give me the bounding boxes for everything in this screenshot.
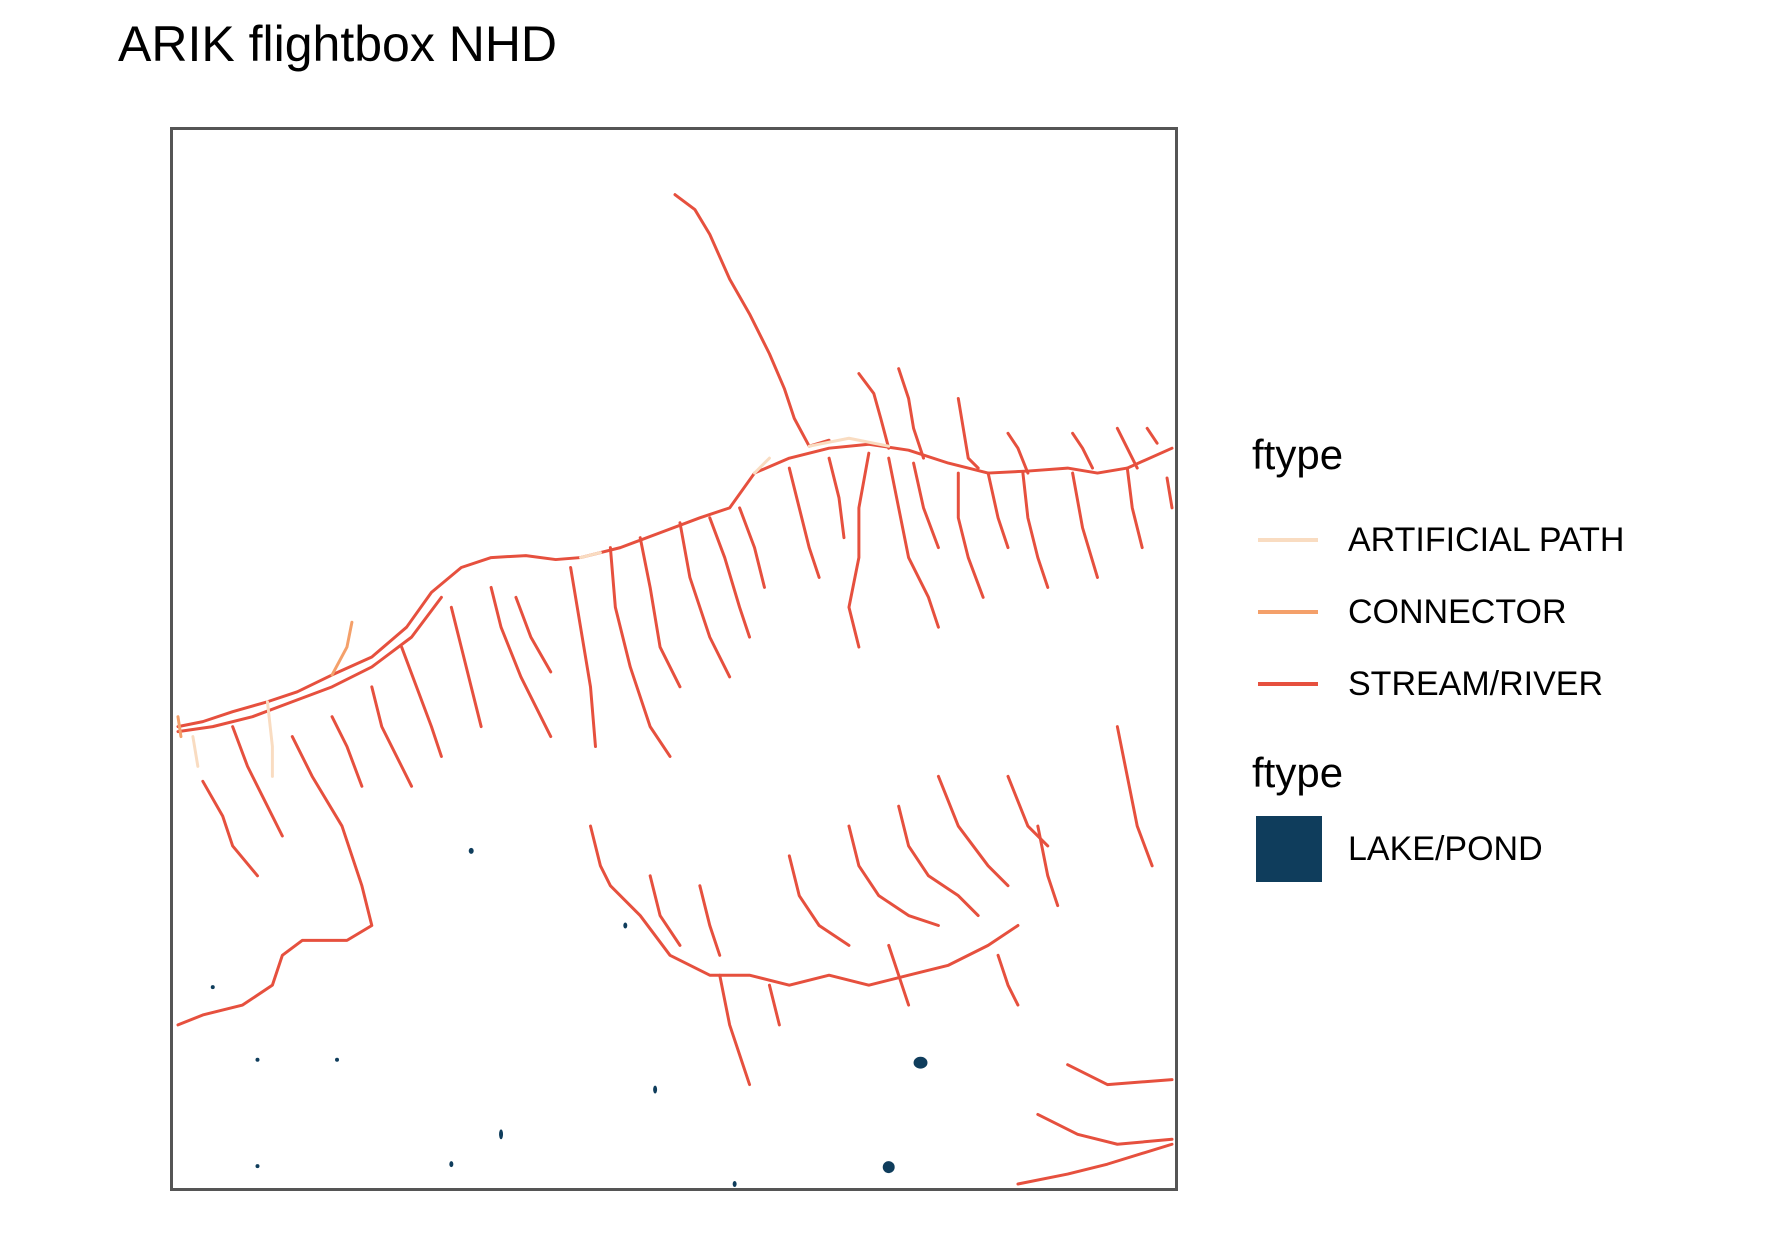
legend-key-connector	[1258, 610, 1318, 614]
south-channel-4	[648, 874, 682, 947]
south-channel-14	[887, 943, 911, 1007]
lake-pond-4	[499, 1129, 504, 1140]
legend-key-stream-river	[1258, 682, 1318, 686]
legend-item-stream-river: STREAM/RIVER	[1252, 664, 1752, 704]
lake-pond-2	[882, 1161, 895, 1174]
tributary-26	[887, 456, 940, 629]
legend-item-lake-pond: LAKE/POND	[1252, 816, 1752, 882]
tributary-15	[489, 585, 553, 739]
tributary-31	[1071, 471, 1099, 579]
south-channel-13	[996, 953, 1020, 1007]
south-channel-9	[936, 774, 1010, 888]
artificial-path-2	[753, 456, 771, 475]
lake-pond-3	[468, 847, 474, 854]
artificial-path-3	[579, 551, 602, 560]
artificial-path-5	[191, 735, 200, 768]
tributary-16	[514, 595, 553, 674]
south-channel-2	[718, 973, 752, 1087]
tributary-12	[370, 685, 414, 788]
legend-key-artificial-path	[1258, 538, 1318, 542]
connector-1	[330, 620, 354, 677]
tributary-7	[1145, 426, 1159, 445]
lake-pond-5	[653, 1085, 658, 1094]
artificial-path-1	[807, 436, 891, 448]
tributary-32	[1125, 466, 1144, 550]
south-channel-12	[1115, 725, 1154, 868]
tributary-30	[1021, 471, 1050, 589]
south-channel-7	[847, 824, 940, 927]
south-channel-10	[1006, 774, 1050, 848]
legend-item-artificial-path: ARTIFICIAL PATH	[1252, 520, 1752, 560]
lake-pond-10	[255, 1057, 260, 1062]
tributary-8	[201, 779, 259, 878]
legend-label-stream-river: STREAM/RIVER	[1348, 665, 1604, 703]
south-channel-8	[897, 804, 980, 918]
artificial-path-4	[265, 700, 274, 778]
legend-title-fill: ftype	[1252, 749, 1344, 796]
tributary-33	[1165, 476, 1174, 510]
legend-title-lines: ftype	[1252, 431, 1344, 478]
lake-pond-12	[449, 1161, 454, 1168]
tributary-25	[847, 451, 871, 649]
tributary-27	[912, 461, 940, 550]
south-channel-15	[1036, 1112, 1174, 1146]
tributary-28	[956, 471, 985, 599]
tributary-18	[608, 546, 672, 758]
tributary-6	[1115, 426, 1139, 470]
lake-pond-11	[335, 1057, 340, 1062]
main-river-secondary	[176, 595, 443, 734]
lake-pond-8	[255, 1164, 260, 1169]
north-tributary	[673, 193, 831, 448]
south-channel-16	[1016, 1142, 1174, 1186]
tributary-22	[738, 506, 766, 589]
tributary-24	[827, 456, 846, 540]
legend-key-lake-pond	[1256, 816, 1322, 882]
tributary-1	[857, 372, 891, 450]
lake-pond-9	[210, 985, 215, 990]
legend-label-lake-pond: LAKE/POND	[1348, 830, 1543, 868]
tributary-20	[678, 521, 732, 679]
tributary-17	[569, 566, 597, 748]
tributary-3	[956, 396, 980, 470]
connector-2	[176, 715, 183, 739]
tributary-4	[1006, 431, 1030, 475]
map-panel	[170, 127, 1178, 1191]
tributary-23	[787, 466, 821, 579]
south-channel-3	[767, 983, 781, 1027]
tributary-5	[1071, 431, 1094, 470]
flowline-map	[176, 193, 1174, 1188]
legend-item-connector: CONNECTOR	[1252, 592, 1752, 632]
tributary-13	[400, 645, 443, 758]
south-channel-5	[698, 884, 722, 957]
lake-pond-1	[913, 1056, 928, 1069]
tributary-11	[330, 715, 364, 788]
tributary-9	[231, 725, 284, 838]
tributary-14	[449, 605, 483, 729]
tributary-10	[176, 735, 374, 1027]
lake-pond-7	[732, 1181, 737, 1188]
map-title: ARIK flightbox NHD	[118, 16, 558, 72]
south-channel-11	[1036, 824, 1060, 908]
south-channel-17	[1066, 1063, 1174, 1087]
tributary-2	[897, 367, 925, 460]
main-river	[176, 442, 1174, 729]
tributary-21	[708, 516, 752, 639]
tributary-19	[638, 536, 682, 689]
south-channel-6	[787, 854, 851, 947]
tributary-29	[986, 471, 1010, 550]
lake-pond-features	[210, 847, 928, 1188]
south-channel-1	[589, 824, 1020, 987]
legend-label-artificial-path: ARTIFICIAL PATH	[1348, 521, 1625, 559]
lake-pond-6	[623, 922, 628, 929]
legend-label-connector: CONNECTOR	[1348, 593, 1567, 631]
